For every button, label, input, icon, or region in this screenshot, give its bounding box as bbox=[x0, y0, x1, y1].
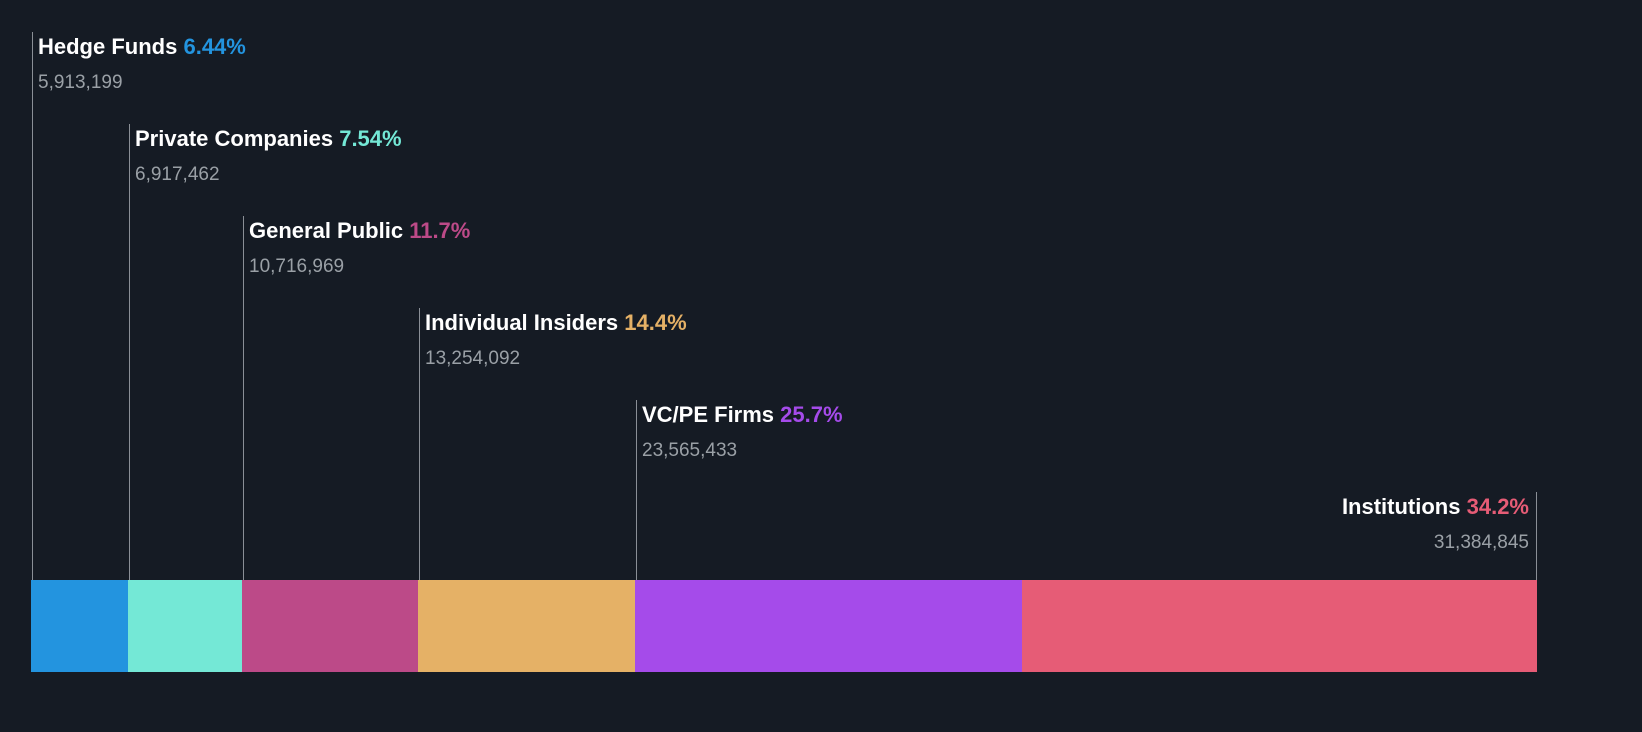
segment-percent: 11.7% bbox=[409, 218, 471, 243]
bar-segment-vc-pe-firms bbox=[634, 580, 1023, 672]
segment-name: General Public bbox=[249, 218, 404, 243]
segment-name: VC/PE Firms bbox=[642, 402, 775, 427]
segment-title: VC/PE Firms 25.7% bbox=[642, 401, 843, 429]
segment-title: Individual Insiders 14.4% bbox=[425, 309, 687, 337]
segment-label-institutions: Institutions 34.2% 31,384,845 bbox=[1342, 493, 1529, 555]
bar-segment-institutions bbox=[1021, 580, 1538, 672]
segment-name: Individual Insiders bbox=[425, 310, 619, 335]
segment-percent: 25.7% bbox=[780, 402, 843, 427]
leader-line-vc-pe-firms bbox=[636, 400, 637, 580]
segment-label-individual-insiders: Individual Insiders 14.4% 13,254,092 bbox=[425, 309, 687, 371]
segment-shares: 31,384,845 bbox=[1433, 532, 1529, 553]
bar-segment-general-public bbox=[241, 580, 419, 672]
leader-line-institutions bbox=[1536, 492, 1537, 580]
segment-shares: 6,917,462 bbox=[135, 164, 220, 185]
segment-label-hedge-funds: Hedge Funds 6.44% 5,913,199 bbox=[38, 33, 246, 95]
segment-percent: 7.54% bbox=[339, 126, 402, 151]
segment-label-private-companies: Private Companies 7.54% 6,917,462 bbox=[135, 125, 402, 187]
segment-label-vc-pe-firms: VC/PE Firms 25.7% 23,565,433 bbox=[642, 401, 843, 463]
segment-title: Private Companies 7.54% bbox=[135, 125, 402, 153]
segment-shares: 10,716,969 bbox=[249, 256, 345, 277]
leader-line-individual-insiders bbox=[419, 308, 420, 580]
segment-title: Institutions 34.2% bbox=[1342, 493, 1529, 521]
leader-line-general-public bbox=[243, 216, 244, 580]
segment-title: General Public 11.7% bbox=[249, 217, 470, 245]
segment-title: Hedge Funds 6.44% bbox=[38, 33, 246, 61]
segment-percent: 14.4% bbox=[624, 310, 687, 335]
leader-line-hedge-funds bbox=[32, 32, 33, 580]
segment-shares: 5,913,199 bbox=[38, 72, 123, 93]
segment-label-general-public: General Public 11.7% 10,716,969 bbox=[249, 217, 470, 279]
segment-name: Institutions bbox=[1341, 494, 1461, 519]
segment-shares: 23,565,433 bbox=[642, 440, 738, 461]
segment-percent: 34.2% bbox=[1466, 494, 1529, 519]
bar-segment-individual-insiders bbox=[417, 580, 636, 672]
segment-shares: 13,254,092 bbox=[425, 348, 521, 369]
segment-percent: 6.44% bbox=[183, 34, 246, 59]
segment-name: Private Companies bbox=[135, 126, 334, 151]
bar-segment-hedge-funds bbox=[31, 580, 129, 672]
segment-name: Hedge Funds bbox=[38, 34, 178, 59]
leader-line-private-companies bbox=[129, 124, 130, 580]
bar-segment-private-companies bbox=[128, 580, 243, 672]
